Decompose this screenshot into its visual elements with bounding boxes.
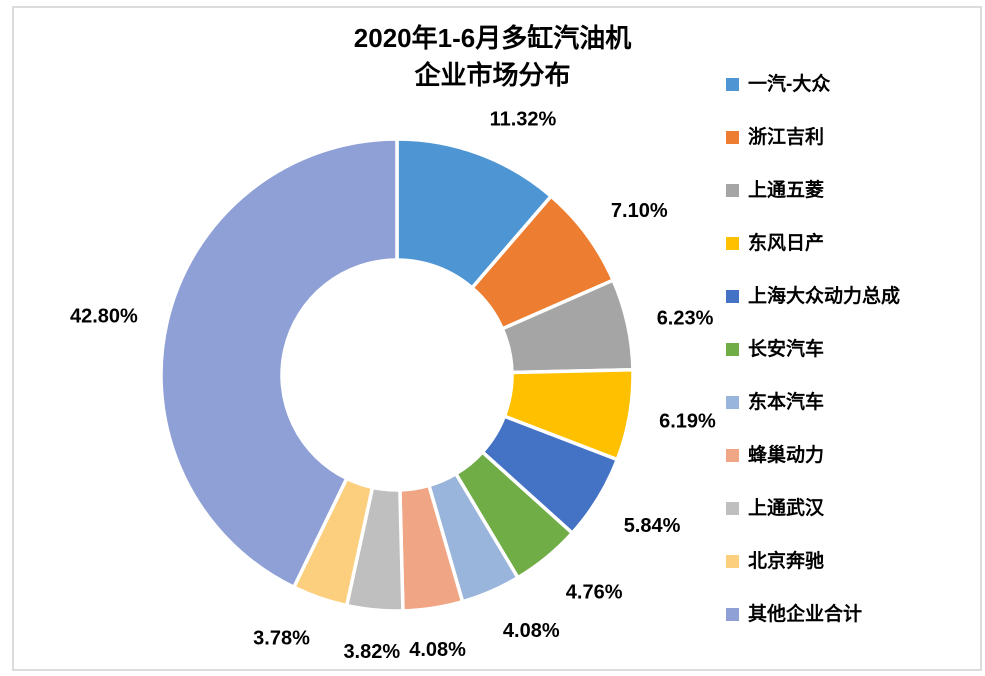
pie-data-label: 11.32% — [490, 109, 557, 131]
legend-item-7: 东本汽车 — [726, 390, 824, 415]
legend-label: 东本汽车 — [748, 392, 825, 413]
chart-title-line1: 2020年1-6月多缸汽油机 — [353, 23, 632, 53]
legend-swatch-icon — [726, 608, 739, 621]
legend-swatch-icon — [726, 396, 739, 409]
legend-swatch-icon — [726, 449, 739, 462]
legend-label: 上海大众动力总成 — [748, 286, 901, 307]
legend-label: 蜂巢动力 — [748, 445, 825, 466]
pie-data-label: 4.76% — [566, 582, 623, 604]
legend-swatch-icon — [726, 131, 739, 144]
legend-item-10: 北京奔驰 — [726, 549, 824, 574]
legend-item-8: 蜂巢动力 — [726, 443, 824, 468]
legend-item-1: 一汽-大众 — [726, 72, 830, 97]
legend-label: 长安汽车 — [748, 339, 825, 360]
legend-swatch-icon — [726, 555, 739, 568]
pie-data-label: 6.19% — [659, 411, 716, 433]
legend-swatch-icon — [726, 290, 739, 303]
legend-swatch-icon — [726, 502, 739, 515]
chart-title-line2: 企业市场分布 — [414, 60, 571, 90]
legend-item-11: 其他企业合计 — [726, 602, 862, 627]
pie-data-label: 4.08% — [503, 620, 560, 642]
legend-item-5: 上海大众动力总成 — [726, 284, 900, 309]
legend-swatch-icon — [726, 78, 739, 91]
legend-item-9: 上通武汉 — [726, 496, 824, 521]
legend-item-2: 浙江吉利 — [726, 125, 824, 150]
pie-data-label: 42.80% — [70, 305, 138, 327]
legend-label: 一汽-大众 — [748, 74, 831, 95]
legend-label: 其他企业合计 — [748, 604, 863, 625]
legend-label: 浙江吉利 — [748, 127, 825, 148]
pie-data-label: 7.10% — [611, 200, 668, 222]
legend-swatch-icon — [726, 343, 739, 356]
legend-swatch-icon — [726, 184, 739, 197]
pie-data-label: 3.82% — [343, 641, 400, 663]
legend-item-4: 东风日产 — [726, 231, 824, 256]
legend-label: 上通五菱 — [748, 180, 825, 201]
legend-label: 上通武汉 — [748, 498, 825, 519]
legend-item-6: 长安汽车 — [726, 337, 824, 362]
legend-label: 北京奔驰 — [748, 551, 825, 572]
chart-title: 2020年1-6月多缸汽油机 企业市场分布 — [0, 20, 985, 94]
pie-slice-11 — [159, 137, 399, 590]
legend-label: 东风日产 — [748, 233, 825, 254]
legend-swatch-icon — [726, 237, 739, 250]
pie-data-label: 4.08% — [409, 639, 466, 661]
pie-data-label: 3.78% — [253, 627, 310, 649]
legend-item-3: 上通五菱 — [726, 178, 824, 203]
pie-data-label: 5.84% — [624, 515, 681, 537]
pie-data-label: 6.23% — [657, 308, 714, 330]
